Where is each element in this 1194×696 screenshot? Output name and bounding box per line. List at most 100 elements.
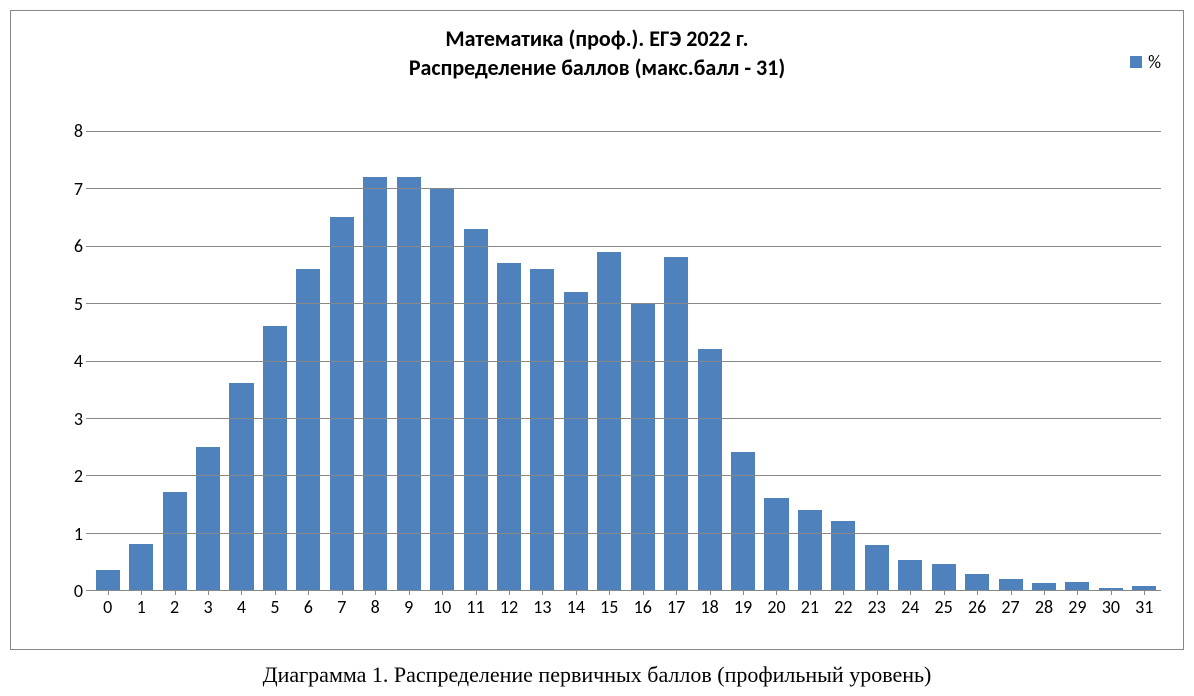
x-tick-mark [910, 590, 911, 595]
x-tick-mark [776, 590, 777, 595]
x-tick-mark [175, 590, 176, 595]
chart-title: Математика (проф.). ЕГЭ 2022 г. Распреде… [11, 11, 1183, 82]
gridline [91, 475, 1161, 476]
legend-label: % [1148, 51, 1161, 73]
bar [530, 269, 554, 590]
bar [631, 303, 655, 590]
legend: % [1130, 51, 1161, 73]
bar [965, 574, 989, 590]
y-tick-label: 7 [74, 178, 83, 200]
x-tick-label: 11 [466, 596, 484, 618]
bar [999, 579, 1023, 590]
gridline [91, 246, 1161, 247]
y-tick-mark [86, 533, 91, 534]
bar [196, 447, 220, 590]
bar [831, 521, 855, 590]
y-tick-label: 4 [74, 350, 83, 372]
y-tick-label: 8 [74, 120, 83, 142]
x-tick-mark [509, 590, 510, 595]
bar [564, 292, 588, 590]
x-tick-label: 18 [700, 596, 718, 618]
y-tick-mark [86, 590, 91, 591]
bar [464, 229, 488, 590]
x-tick-label: 25 [935, 596, 953, 618]
bar [330, 217, 354, 590]
x-tick-mark [342, 590, 343, 595]
x-tick-mark [676, 590, 677, 595]
bar [1032, 583, 1056, 590]
x-tick-mark [1077, 590, 1078, 595]
gridline [91, 361, 1161, 362]
gridline [91, 533, 1161, 534]
chart-container: Математика (проф.). ЕГЭ 2022 г. Распреде… [10, 10, 1184, 650]
bar [932, 564, 956, 590]
x-tick-label: 9 [404, 596, 413, 618]
bar [96, 570, 120, 590]
gridline [91, 131, 1161, 132]
y-tick-mark [86, 303, 91, 304]
y-tick-mark [86, 131, 91, 132]
y-tick-label: 3 [74, 408, 83, 430]
bar [898, 560, 922, 590]
x-tick-mark [308, 590, 309, 595]
x-tick-mark [643, 590, 644, 595]
x-tick-label: 14 [567, 596, 585, 618]
bar [430, 188, 454, 590]
x-tick-label: 28 [1035, 596, 1053, 618]
x-tick-mark [944, 590, 945, 595]
x-tick-label: 15 [600, 596, 618, 618]
x-tick-mark [743, 590, 744, 595]
y-tick-label: 5 [74, 293, 83, 315]
x-tick-mark [108, 590, 109, 595]
bar [764, 498, 788, 590]
bar [129, 544, 153, 590]
x-tick-label: 29 [1068, 596, 1086, 618]
x-tick-label: 27 [1001, 596, 1019, 618]
bar [163, 492, 187, 590]
bar [1065, 582, 1089, 590]
bar [497, 263, 521, 590]
x-tick-label: 23 [868, 596, 886, 618]
x-tick-mark [241, 590, 242, 595]
bar [798, 510, 822, 590]
x-tick-label: 10 [433, 596, 451, 618]
bar [731, 452, 755, 590]
bar [363, 177, 387, 590]
x-tick-mark [208, 590, 209, 595]
x-tick-label: 3 [203, 596, 212, 618]
y-tick-mark [86, 188, 91, 189]
x-tick-label: 2 [170, 596, 179, 618]
y-tick-label: 1 [74, 523, 83, 545]
bar [664, 257, 688, 590]
x-tick-mark [275, 590, 276, 595]
x-tick-mark [710, 590, 711, 595]
x-tick-label: 20 [767, 596, 785, 618]
bar [263, 326, 287, 590]
bar [296, 269, 320, 590]
legend-swatch [1130, 56, 1142, 68]
x-tick-mark [476, 590, 477, 595]
gridline [91, 418, 1161, 419]
x-tick-label: 30 [1102, 596, 1120, 618]
x-tick-label: 26 [968, 596, 986, 618]
x-tick-label: 24 [901, 596, 919, 618]
x-tick-mark [1144, 590, 1145, 595]
x-tick-mark [843, 590, 844, 595]
y-tick-label: 2 [74, 465, 83, 487]
x-tick-mark [576, 590, 577, 595]
x-tick-label: 19 [734, 596, 752, 618]
bar [698, 349, 722, 590]
x-tick-mark [977, 590, 978, 595]
x-tick-label: 0 [103, 596, 112, 618]
x-tick-label: 12 [500, 596, 518, 618]
y-tick-label: 0 [74, 580, 83, 602]
x-tick-mark [375, 590, 376, 595]
y-tick-mark [86, 475, 91, 476]
x-tick-mark [609, 590, 610, 595]
x-tick-mark [542, 590, 543, 595]
x-tick-label: 7 [337, 596, 346, 618]
x-tick-mark [1044, 590, 1045, 595]
x-tick-mark [1111, 590, 1112, 595]
x-tick-mark [1011, 590, 1012, 595]
bar [865, 545, 889, 590]
